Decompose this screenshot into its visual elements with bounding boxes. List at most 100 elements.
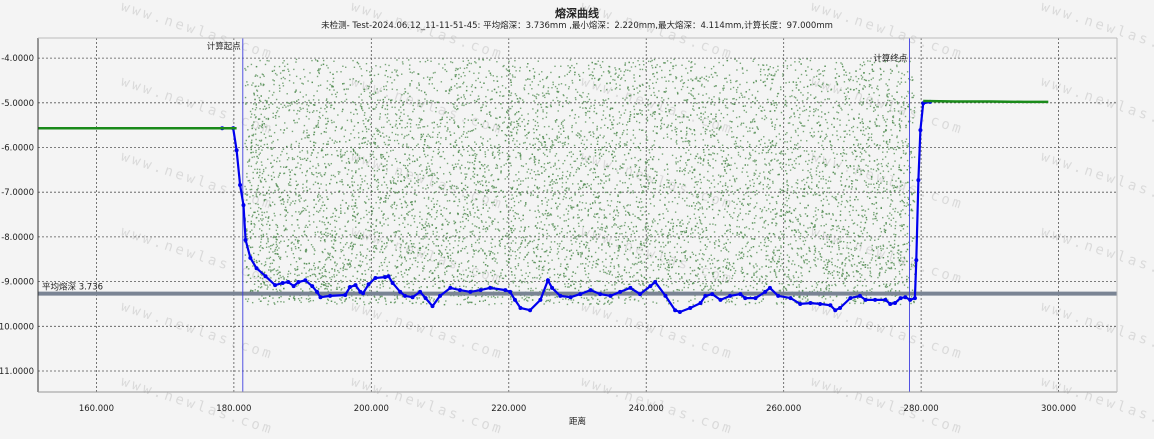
scatter-point	[799, 223, 801, 226]
scatter-point	[794, 207, 797, 210]
scatter-point	[702, 139, 704, 141]
scatter-point	[392, 149, 394, 152]
scatter-point	[542, 95, 544, 97]
scatter-point	[675, 163, 677, 165]
scatter-point	[887, 260, 889, 262]
scatter-point	[685, 279, 688, 282]
scatter-point	[315, 275, 317, 278]
scatter-point	[260, 113, 262, 116]
scatter-point	[806, 262, 808, 265]
scatter-point	[852, 206, 854, 208]
scatter-point	[268, 257, 270, 260]
scatter-point	[324, 263, 326, 266]
scatter-point	[528, 131, 530, 133]
scatter-point	[813, 253, 815, 255]
scatter-point	[899, 214, 901, 216]
scatter-point	[559, 128, 562, 130]
scatter-point	[403, 272, 406, 274]
scatter-point	[898, 253, 900, 255]
scatter-point	[902, 209, 904, 211]
scatter-point	[638, 121, 641, 124]
scatter-point	[397, 192, 399, 194]
scatter-point	[619, 225, 621, 228]
scatter-point	[592, 193, 595, 196]
scatter-point	[371, 167, 374, 170]
scatter-point	[898, 281, 900, 283]
scatter-point	[857, 198, 859, 201]
scatter-point	[575, 171, 577, 173]
scatter-point	[369, 153, 372, 155]
scatter-point	[436, 238, 439, 241]
scatter-point	[659, 65, 661, 68]
scatter-point	[724, 170, 726, 172]
scatter-point	[838, 165, 840, 167]
scatter-point	[612, 167, 614, 170]
scatter-point	[588, 98, 591, 101]
scatter-point	[896, 85, 898, 87]
scatter-point	[659, 146, 662, 149]
scatter-point	[847, 87, 849, 89]
scatter-point	[253, 226, 256, 228]
scatter-point	[526, 66, 528, 68]
scatter-point	[782, 153, 784, 155]
scatter-point	[617, 276, 620, 278]
scatter-point	[482, 300, 485, 302]
scatter-point	[597, 60, 599, 62]
scatter-point	[709, 195, 712, 197]
scatter-point	[325, 110, 328, 113]
scatter-point	[412, 110, 414, 113]
scatter-point	[668, 269, 670, 272]
scatter-point	[402, 222, 404, 224]
scatter-point	[626, 101, 629, 104]
scatter-point	[413, 257, 415, 259]
scatter-point	[552, 183, 554, 185]
scatter-point	[427, 207, 430, 209]
scatter-point	[409, 126, 412, 128]
scatter-point	[879, 67, 881, 70]
scatter-point	[435, 141, 438, 143]
scatter-point	[899, 213, 901, 215]
scatter-point	[463, 122, 466, 124]
scatter-point	[588, 247, 590, 250]
scatter-point	[304, 101, 306, 103]
scatter-point	[756, 251, 758, 254]
scatter-point	[882, 301, 885, 303]
scatter-point	[290, 184, 292, 187]
scatter-point	[744, 157, 747, 160]
scatter-point	[667, 259, 670, 261]
scatter-point	[432, 241, 434, 243]
scatter-point	[837, 274, 839, 276]
scatter-point	[421, 218, 423, 221]
scatter-point	[860, 221, 862, 224]
scatter-point	[440, 137, 442, 139]
scatter-point	[245, 298, 247, 300]
scatter-point	[628, 89, 630, 91]
scatter-point	[591, 71, 594, 73]
scatter-point	[541, 248, 543, 250]
scatter-point	[457, 295, 460, 297]
scatter-point	[252, 82, 254, 84]
scatter-point	[682, 140, 684, 143]
scatter-point	[861, 148, 863, 150]
scatter-point	[407, 170, 409, 173]
scatter-point	[667, 237, 669, 239]
scatter-point	[814, 264, 817, 266]
scatter-point	[374, 108, 376, 110]
scatter-point	[511, 186, 514, 189]
scatter-point	[768, 139, 770, 141]
scatter-point	[444, 112, 446, 114]
scatter-point	[385, 256, 387, 259]
scatter-point	[629, 115, 631, 118]
scatter-point	[269, 269, 272, 271]
scatter-point	[638, 64, 641, 66]
scatter-point	[749, 210, 751, 212]
scatter-point	[591, 236, 594, 239]
scatter-point	[723, 166, 726, 168]
scatter-point	[630, 296, 632, 298]
scatter-point	[839, 253, 842, 255]
scatter-point	[533, 137, 535, 140]
scatter-point	[455, 67, 457, 70]
scatter-point	[491, 147, 493, 149]
scatter-point	[405, 243, 407, 245]
scatter-point	[867, 170, 869, 172]
